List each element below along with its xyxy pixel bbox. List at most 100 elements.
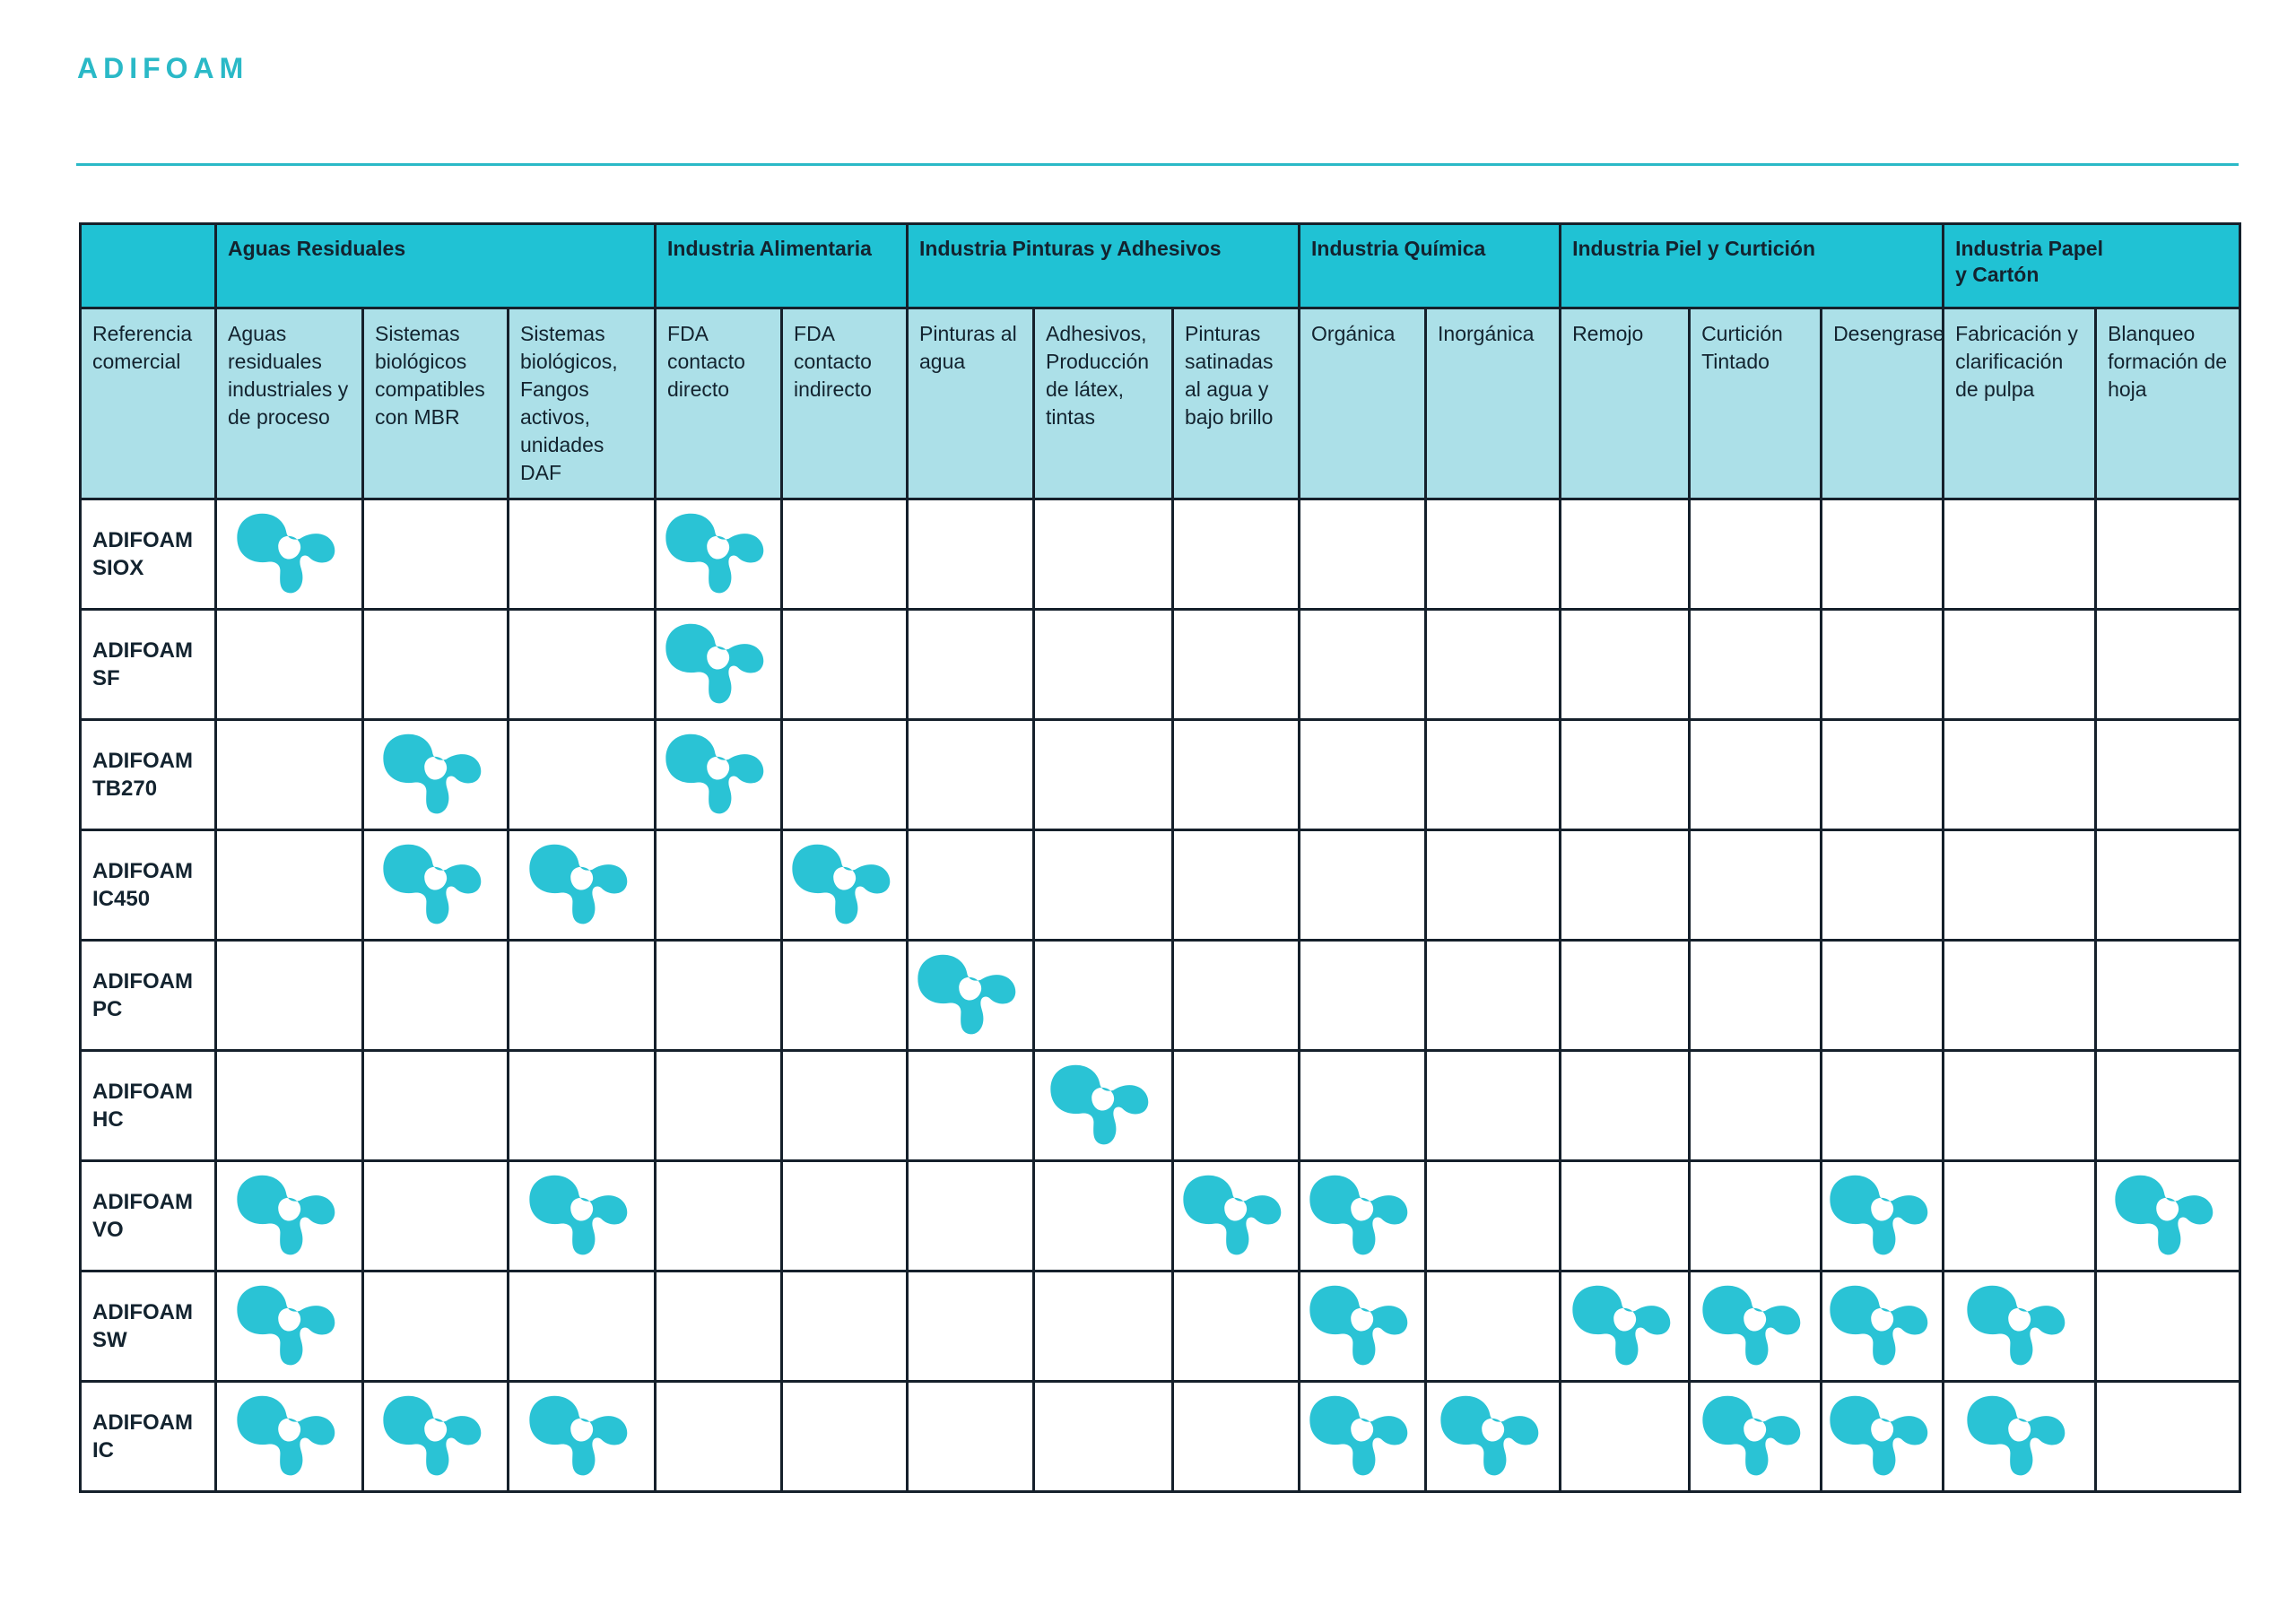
industry-group-header-2: Industria Pinturas y Adhesivos: [906, 222, 1301, 309]
adifoam-blob-icon: [232, 509, 347, 599]
empty-cell: [2094, 608, 2242, 721]
compatibility-mark-cell: [2094, 1159, 2242, 1272]
compatibility-mark-cell: [654, 718, 784, 831]
adifoam-blob-icon: [378, 730, 493, 820]
empty-cell: [506, 1270, 657, 1383]
empty-cell: [1559, 829, 1692, 942]
adifoam-blob-icon: [1305, 1281, 1420, 1371]
empty-cell: [1171, 608, 1301, 721]
industry-group-header-0: Aguas Residuales: [213, 222, 657, 309]
empty-cell: [1424, 718, 1562, 831]
empty-cell: [1424, 1159, 1562, 1272]
compatibility-mark-cell: [906, 939, 1036, 1052]
compatibility-mark-cell: [361, 829, 509, 942]
table-row: ADIFOAM IC450: [79, 829, 2242, 942]
empty-cell: [654, 1159, 784, 1272]
compatibility-mark-cell: [1688, 1380, 1823, 1493]
empty-cell: [1820, 939, 1945, 1052]
application-header-9: Inorgánica: [1424, 307, 1562, 500]
empty-cell: [1171, 939, 1301, 1052]
empty-cell: [1559, 1159, 1692, 1272]
empty-cell: [906, 1049, 1036, 1162]
empty-cell: [1942, 939, 2098, 1052]
empty-cell: [906, 1380, 1036, 1493]
empty-cell: [906, 718, 1036, 831]
empty-cell: [1424, 498, 1562, 611]
empty-cell: [2094, 498, 2242, 611]
adifoam-blob-icon: [1825, 1171, 1940, 1261]
adifoam-blob-icon: [232, 1281, 347, 1371]
empty-cell: [214, 829, 364, 942]
product-name-cell: ADIFOAM VO: [79, 1159, 217, 1272]
empty-cell: [1171, 498, 1301, 611]
application-header-11: Curtición Tintado: [1688, 307, 1823, 500]
compatibility-table: Aguas Residuales Industria Alimentaria Ind…: [79, 222, 2242, 1493]
empty-cell: [2094, 1270, 2242, 1383]
table-row: ADIFOAM IC: [79, 1380, 2242, 1493]
empty-cell: [1032, 718, 1175, 831]
product-name-cell: ADIFOAM SIOX: [79, 498, 217, 611]
application-header-8: Orgánica: [1298, 307, 1428, 500]
empty-cell: [506, 498, 657, 611]
application-header-0: Aguas residuales industriales y de proce…: [214, 307, 364, 500]
empty-cell: [1820, 829, 1945, 942]
compatibility-mark-cell: [1171, 1159, 1301, 1272]
empty-cell: [1942, 718, 2098, 831]
empty-cell: [1820, 608, 1945, 721]
empty-cell: [1942, 608, 2098, 721]
adifoam-blob-icon: [2110, 1171, 2225, 1261]
empty-cell: [780, 1159, 909, 1272]
adifoam-blob-icon: [1698, 1281, 1813, 1371]
empty-cell: [1688, 829, 1823, 942]
empty-cell: [1171, 1270, 1301, 1383]
compatibility-mark-cell: [780, 829, 909, 942]
adifoam-blob-icon: [525, 1171, 639, 1261]
title-divider-rule: [76, 163, 2239, 166]
empty-cell: [1298, 829, 1428, 942]
corner-cell: [79, 222, 217, 309]
adifoam-blob-icon: [378, 840, 493, 930]
empty-cell: [2094, 829, 2242, 942]
empty-cell: [1820, 498, 1945, 611]
compatibility-mark-cell: [214, 1159, 364, 1272]
table-row: ADIFOAM SIOX: [79, 498, 2242, 611]
empty-cell: [780, 608, 909, 721]
table-row: ADIFOAM VO: [79, 1159, 2242, 1272]
empty-cell: [361, 1049, 509, 1162]
application-header-5: Pinturas al agua: [906, 307, 1036, 500]
empty-cell: [654, 939, 784, 1052]
empty-cell: [506, 939, 657, 1052]
compatibility-mark-cell: [1032, 1049, 1175, 1162]
empty-cell: [1688, 498, 1823, 611]
adifoam-blob-icon: [787, 840, 902, 930]
empty-cell: [1559, 939, 1692, 1052]
empty-cell: [780, 498, 909, 611]
adifoam-blob-icon: [1305, 1392, 1420, 1481]
adifoam-blob-icon: [525, 840, 639, 930]
empty-cell: [1820, 718, 1945, 831]
adifoam-blob-icon: [232, 1171, 347, 1261]
product-name-cell: ADIFOAM TB270: [79, 718, 217, 831]
product-name-cell: ADIFOAM HC: [79, 1049, 217, 1162]
adifoam-blob-icon: [661, 730, 776, 820]
adifoam-blob-icon: [1825, 1392, 1940, 1481]
industry-group-header-row: Aguas Residuales Industria Alimentaria Ind…: [79, 222, 2242, 309]
empty-cell: [780, 1380, 909, 1493]
empty-cell: [361, 1270, 509, 1383]
empty-cell: [506, 1049, 657, 1162]
empty-cell: [1559, 718, 1692, 831]
compatibility-mark-cell: [214, 498, 364, 611]
empty-cell: [1298, 1049, 1428, 1162]
empty-cell: [1688, 718, 1823, 831]
empty-cell: [1942, 1159, 2098, 1272]
empty-cell: [780, 718, 909, 831]
application-header-4: FDA contacto indirecto: [780, 307, 909, 500]
empty-cell: [506, 718, 657, 831]
adifoam-blob-icon: [232, 1392, 347, 1481]
compatibility-mark-cell: [506, 829, 657, 942]
compatibility-mark-cell: [1688, 1270, 1823, 1383]
empty-cell: [1032, 939, 1175, 1052]
empty-cell: [214, 939, 364, 1052]
compatibility-mark-cell: [1298, 1159, 1428, 1272]
compatibility-mark-cell: [214, 1270, 364, 1383]
